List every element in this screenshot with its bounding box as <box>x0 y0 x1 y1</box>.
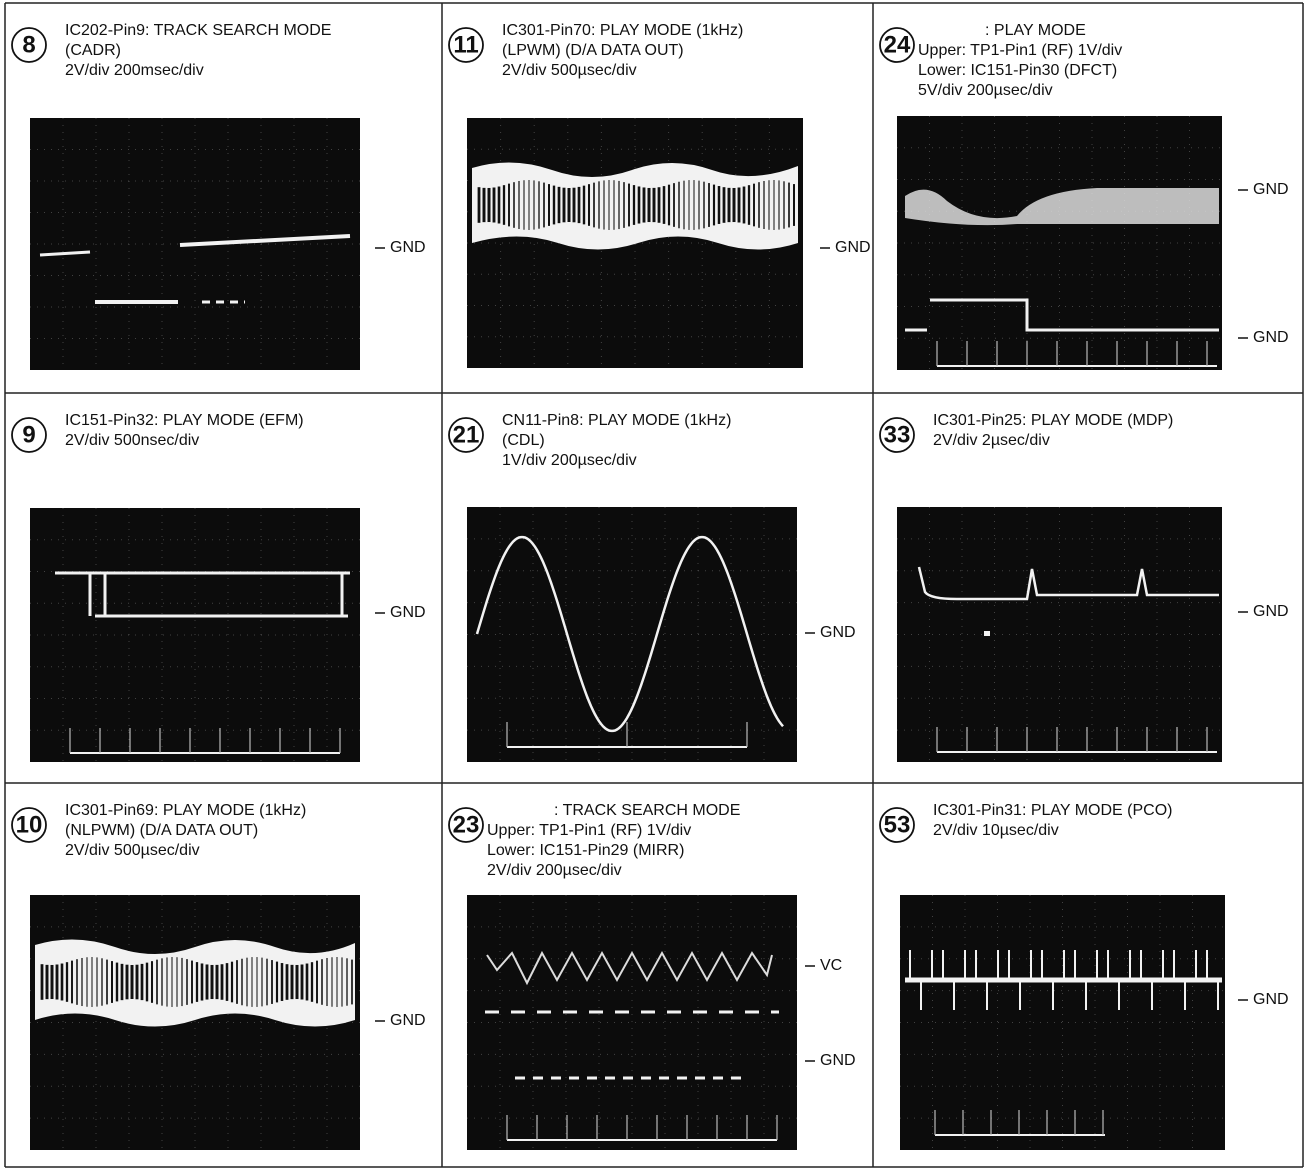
panel-number: 9 <box>22 421 35 448</box>
level-label: GND <box>1253 991 1289 1008</box>
level-label: GND <box>390 604 426 621</box>
panel-text: 5V/div 200µsec/div <box>918 82 1053 99</box>
oscilloscope-screen <box>30 508 360 762</box>
panel-number: 24 <box>884 31 911 58</box>
trace <box>39 250 91 257</box>
trace <box>917 566 1219 601</box>
panel-text: Lower: IC151-Pin30 (DFCT) <box>918 62 1117 79</box>
number-circle <box>879 807 915 843</box>
panel-number: 8 <box>22 31 35 58</box>
oscilloscope-screen <box>30 895 360 1150</box>
oscilloscope-screen <box>467 507 797 762</box>
number-circle <box>448 417 484 453</box>
panel-text: 2V/div 2µsec/div <box>933 432 1050 449</box>
trace <box>486 950 773 986</box>
level-label: GND <box>820 624 856 641</box>
panel-text: 1V/div 200µsec/div <box>502 452 637 469</box>
level-label: GND <box>1253 329 1289 346</box>
panel-text: (CDL) <box>502 432 545 449</box>
number-circle <box>879 27 915 63</box>
number-circle <box>11 417 47 453</box>
trace <box>475 535 784 733</box>
panel-text: 2V/div 500µsec/div <box>502 62 637 79</box>
number-circle <box>448 27 484 63</box>
number-circle <box>879 417 915 453</box>
panel-number: 21 <box>453 421 480 448</box>
panel-text: (CADR) <box>65 42 121 59</box>
oscilloscope-screen <box>897 116 1222 370</box>
panel-text: 2V/div 200µsec/div <box>487 862 622 879</box>
panel-text: 2V/div 500µsec/div <box>65 842 200 859</box>
level-label: VC <box>820 957 842 974</box>
trace <box>179 234 351 247</box>
level-label: GND <box>820 1052 856 1069</box>
panel-text: : PLAY MODE <box>985 22 1086 39</box>
panel-text: CN11-Pin8: PLAY MODE (1kHz) <box>502 412 731 429</box>
number-circle <box>448 807 484 843</box>
screen-bg <box>897 507 1222 762</box>
oscilloscope-screen <box>897 507 1222 762</box>
panel-text: (LPWM) (D/A DATA OUT) <box>502 42 684 59</box>
panel-text: IC301-Pin31: PLAY MODE (PCO) <box>933 802 1173 819</box>
panel-text: Upper: TP1-Pin1 (RF) 1V/div <box>918 42 1122 59</box>
level-label: GND <box>390 1012 426 1029</box>
panel-text: Upper: TP1-Pin1 (RF) 1V/div <box>487 822 691 839</box>
level-label: GND <box>1253 603 1289 620</box>
panel-text: 2V/div 200msec/div <box>65 62 204 79</box>
panel-text: IC301-Pin69: PLAY MODE (1kHz) <box>65 802 306 819</box>
screen-bg <box>900 895 1225 1150</box>
trace <box>905 188 1219 226</box>
oscilloscope-screen <box>30 118 360 370</box>
panel-text: IC202-Pin9: TRACK SEARCH MODE <box>65 22 331 39</box>
trace-dot <box>984 631 990 636</box>
panel-text: IC301-Pin70: PLAY MODE (1kHz) <box>502 22 743 39</box>
panel-text: IC151-Pin32: PLAY MODE (EFM) <box>65 412 304 429</box>
panel-text: : TRACK SEARCH MODE <box>554 802 740 819</box>
panel-number: 23 <box>453 811 480 838</box>
number-circle <box>11 807 47 843</box>
number-circle <box>11 27 47 63</box>
panel-text: 2V/div 500nsec/div <box>65 432 199 449</box>
panel-text: Lower: IC151-Pin29 (MIRR) <box>487 842 684 859</box>
trace <box>35 939 355 1027</box>
panel-text: 2V/div 10µsec/div <box>933 822 1059 839</box>
panel-text: IC301-Pin25: PLAY MODE (MDP) <box>933 412 1173 429</box>
panel-number: 33 <box>884 421 911 448</box>
panel-number: 11 <box>453 31 478 58</box>
level-label: GND <box>390 239 426 256</box>
level-label: GND <box>1253 181 1289 198</box>
panel-number: 53 <box>884 811 911 838</box>
oscilloscope-screen <box>467 118 803 368</box>
oscilloscope-screen <box>900 895 1225 1150</box>
panel-text: (NLPWM) (D/A DATA OUT) <box>65 822 258 839</box>
oscilloscope-screen <box>467 895 797 1150</box>
panel-number: 10 <box>16 811 43 838</box>
level-label: GND <box>835 239 871 256</box>
trace <box>55 571 350 618</box>
trace <box>905 298 1219 332</box>
